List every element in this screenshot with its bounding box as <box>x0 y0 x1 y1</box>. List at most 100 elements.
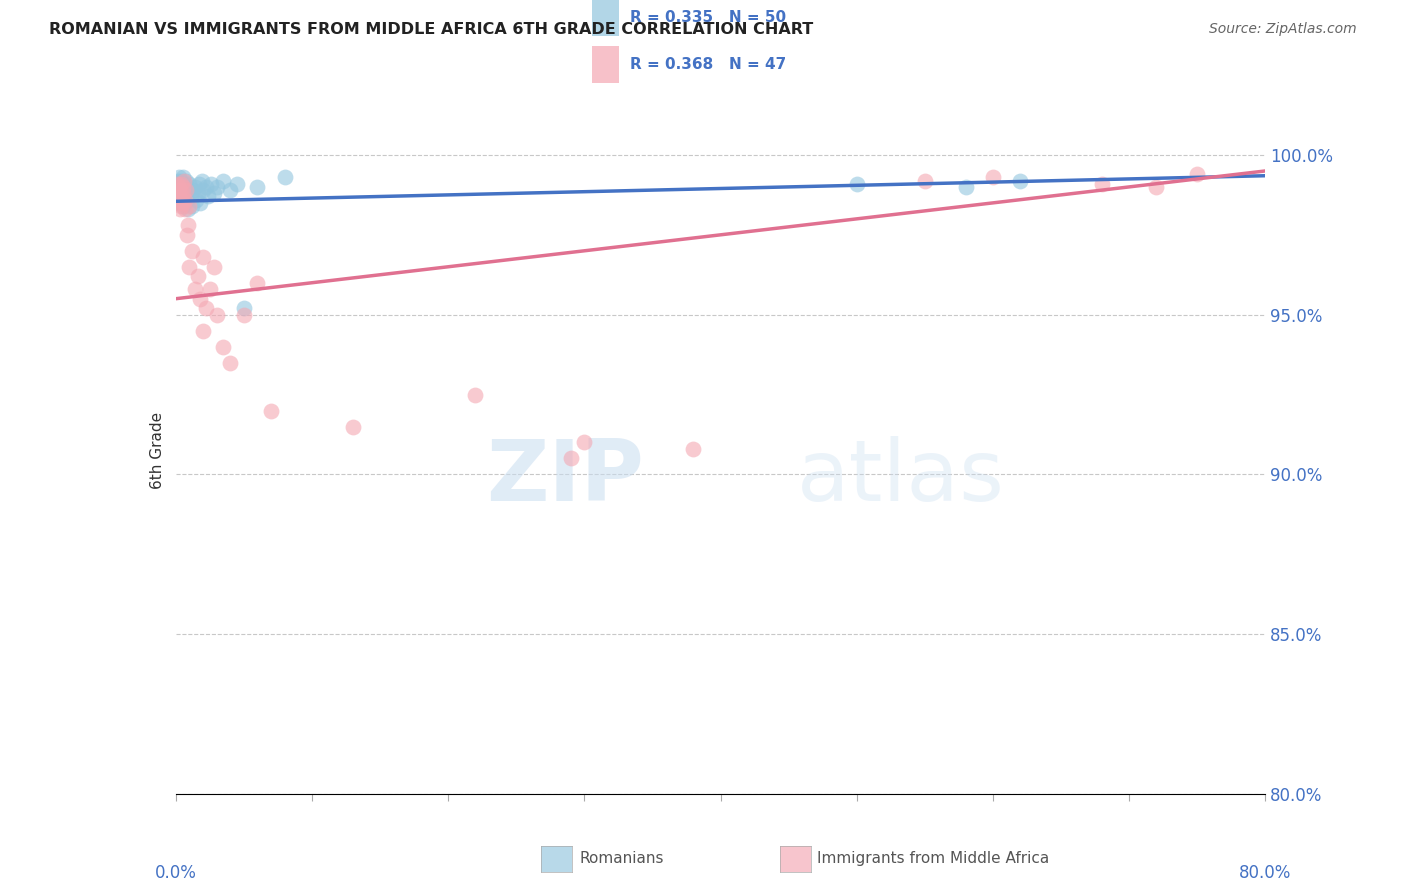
Point <box>274 170 297 185</box>
Point <box>342 419 364 434</box>
Point <box>914 173 936 187</box>
Point <box>194 180 217 194</box>
Text: R = 0.335   N = 50: R = 0.335 N = 50 <box>630 10 786 25</box>
Bar <box>592 0 619 37</box>
Point <box>172 183 194 197</box>
Point <box>173 189 195 203</box>
Point <box>172 170 194 185</box>
Point <box>981 170 1004 185</box>
Point <box>170 193 193 207</box>
Point <box>181 244 204 258</box>
Point <box>1146 180 1168 194</box>
Point <box>176 180 198 194</box>
Point <box>205 180 228 194</box>
Point <box>181 199 204 213</box>
Point <box>191 183 214 197</box>
Point <box>174 202 197 217</box>
Point <box>169 202 191 217</box>
Point <box>682 442 704 456</box>
Point <box>464 387 486 401</box>
Point <box>170 180 193 194</box>
Point <box>167 195 190 210</box>
Point <box>177 202 200 217</box>
Point <box>190 173 212 187</box>
Point <box>179 177 201 191</box>
Point <box>180 189 202 203</box>
Point <box>167 183 190 197</box>
Point <box>186 186 209 201</box>
Point <box>179 199 201 213</box>
Bar <box>592 46 619 83</box>
Text: atlas: atlas <box>797 436 1005 519</box>
Point <box>194 301 217 316</box>
Point <box>169 183 191 197</box>
Point <box>169 189 191 203</box>
Point <box>179 260 201 274</box>
Point <box>174 186 197 201</box>
Text: 80.0%: 80.0% <box>1239 864 1292 882</box>
Point <box>174 173 197 187</box>
Point <box>166 177 188 191</box>
Text: Romanians: Romanians <box>579 851 664 865</box>
Point <box>212 340 235 354</box>
Point <box>197 189 219 203</box>
Point <box>172 195 194 210</box>
Point <box>177 219 200 233</box>
Point <box>219 183 242 197</box>
Point <box>187 177 209 191</box>
Point <box>183 183 205 197</box>
Point <box>167 170 190 185</box>
Point <box>169 193 191 207</box>
Point <box>173 177 195 191</box>
Point <box>191 250 214 264</box>
Point <box>174 183 197 197</box>
Point <box>212 173 235 187</box>
Point <box>167 180 190 194</box>
Point <box>184 282 207 296</box>
Point <box>170 189 193 203</box>
Point <box>219 356 242 370</box>
Point <box>169 195 191 210</box>
Text: Immigrants from Middle Africa: Immigrants from Middle Africa <box>817 851 1049 865</box>
Point <box>172 199 194 213</box>
Point <box>246 180 269 194</box>
Point <box>173 193 195 207</box>
Text: Source: ZipAtlas.com: Source: ZipAtlas.com <box>1209 22 1357 37</box>
Point <box>232 301 254 316</box>
Text: R = 0.368   N = 47: R = 0.368 N = 47 <box>630 57 786 72</box>
Point <box>188 292 211 306</box>
Point <box>200 177 222 191</box>
Point <box>560 451 582 466</box>
Y-axis label: 6th Grade: 6th Grade <box>149 412 165 489</box>
Point <box>166 180 188 194</box>
Point <box>170 177 193 191</box>
Point <box>173 173 195 187</box>
Point <box>191 324 214 338</box>
Text: ROMANIAN VS IMMIGRANTS FROM MIDDLE AFRICA 6TH GRADE CORRELATION CHART: ROMANIAN VS IMMIGRANTS FROM MIDDLE AFRIC… <box>49 22 814 37</box>
Point <box>173 195 195 210</box>
Point <box>1187 167 1209 181</box>
Point <box>1010 173 1032 187</box>
Point <box>574 435 596 450</box>
Point <box>166 186 188 201</box>
Point <box>198 282 221 296</box>
Point <box>170 199 193 213</box>
Point <box>1091 177 1114 191</box>
Point <box>955 180 977 194</box>
Text: ZIP: ZIP <box>486 436 644 519</box>
Point <box>176 193 198 207</box>
Point <box>172 180 194 194</box>
Point <box>186 269 209 284</box>
Point <box>169 173 191 187</box>
Text: 0.0%: 0.0% <box>155 864 197 882</box>
Point <box>167 177 190 191</box>
Point <box>167 189 190 203</box>
Point <box>170 177 193 191</box>
Point <box>232 308 254 322</box>
Point <box>246 276 269 290</box>
Point <box>176 227 198 242</box>
Point <box>260 403 283 417</box>
Point <box>186 193 208 207</box>
Point <box>172 186 194 201</box>
Point <box>170 186 193 201</box>
